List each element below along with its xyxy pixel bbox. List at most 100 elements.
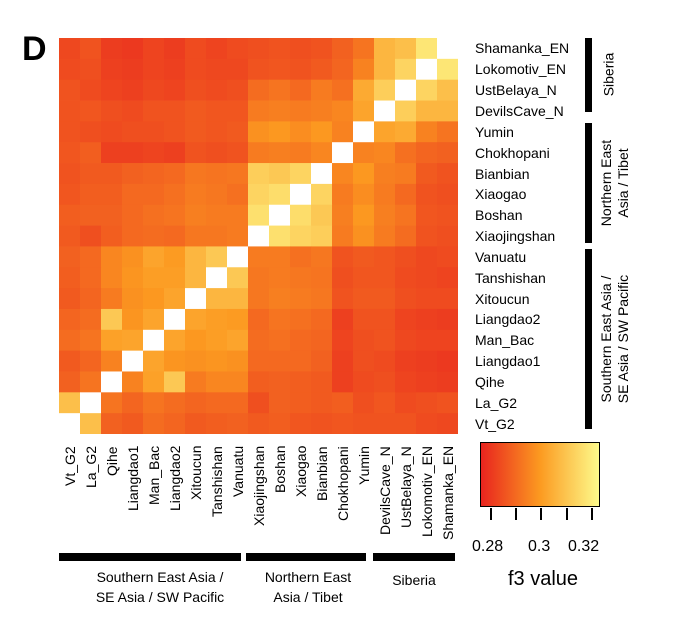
heatmap-cell-Shamanka_EN-Man_Bac	[143, 38, 165, 60]
heatmap-cell-Tanshishan-Vt_G2	[59, 267, 81, 289]
heatmap-cell-Qihe-Xitoucun	[185, 371, 207, 393]
heatmap-cell-Lokomotiv_EN-UstBelaya_N	[395, 58, 417, 81]
legend-title: f3 value	[508, 568, 579, 590]
heatmap-cell-Bianbian-Yumin	[353, 163, 375, 185]
column-label-Vanuatu: Vanuatu	[229, 445, 246, 497]
row-label-Man_Bac: Man_Bac	[475, 332, 535, 349]
heatmap-cell-Shamanka_EN-Xiaogao	[290, 38, 312, 60]
legend-tick-label-0.3: 0.3	[528, 538, 551, 555]
heatmap-cell-Xitoucun-Liangdao2	[164, 288, 186, 310]
heatmap-cell-Bianbian-Lokomotiv_EN	[416, 163, 438, 185]
heatmap-cell-Yumin-Lokomotiv_EN	[416, 121, 438, 143]
heatmap-cell-Xiaojingshan-Man_Bac	[143, 225, 165, 247]
heatmap-cell-Yumin-Shamanka_EN	[437, 121, 458, 143]
heatmap-cell-Tanshishan-UstBelaya_N	[395, 267, 417, 289]
heatmap-cell-Yumin-Tanshishan	[206, 121, 228, 143]
heatmap-cell-Vt_G2-Chokhopani	[332, 413, 354, 434]
heatmap-cell-Lokomotiv_EN-Vanuatu	[227, 58, 249, 81]
heatmap-cell-UstBelaya_N-Liangdao1	[122, 79, 144, 101]
heatmap-cell-La_G2-UstBelaya_N	[395, 392, 417, 414]
heatmap-cell-Vt_G2-Bianbian	[311, 413, 333, 434]
heatmap-cell-Xiaojingshan-Xitoucun	[185, 225, 207, 247]
row-label-Boshan: Boshan	[475, 207, 523, 224]
heatmap-cell-Vt_G2-DevilsCave_N	[374, 413, 396, 434]
heatmap-cell-Liangdao2-La_G2	[80, 308, 102, 331]
heatmap-cell-DevilsCave_N-Liangdao2	[164, 100, 186, 122]
heatmap-cell-UstBelaya_N-Qihe	[101, 79, 123, 101]
heatmap-cell-Chokhopani-Vt_G2	[59, 142, 81, 164]
heatmap-cell-Tanshishan-Shamanka_EN	[437, 267, 458, 289]
heatmap-cell-Liangdao1-Chokhopani	[332, 350, 354, 372]
heatmap-cell-Shamanka_EN-Boshan	[269, 38, 291, 60]
heatmap-cell-Liangdao1-Yumin	[353, 350, 375, 372]
heatmap-cell-La_G2-Tanshishan	[206, 392, 228, 414]
heatmap-cell-Vanuatu-Liangdao2	[164, 246, 186, 268]
heatmap-cell-Boshan-Boshan	[269, 204, 291, 226]
heatmap-cell-Man_Bac-Tanshishan	[206, 329, 228, 352]
heatmap-cell-DevilsCave_N-Vanuatu	[227, 100, 249, 122]
heatmap-cell-Shamanka_EN-Liangdao2	[164, 38, 186, 60]
group-label-siberia-columns: Siberia	[392, 572, 436, 588]
heatmap-cell-Lokomotiv_EN-Yumin	[353, 58, 375, 81]
heatmap-cell-Liangdao1-Xiaogao	[290, 350, 312, 372]
row-label-Tanshishan: Tanshishan	[475, 269, 546, 286]
heatmap-cell-UstBelaya_N-Xiaojingshan	[248, 79, 270, 101]
heatmap-cell-La_G2-Yumin	[353, 392, 375, 414]
heatmap-cell-Xiaojingshan-Yumin	[353, 225, 375, 247]
heatmap-cell-Chokhopani-La_G2	[80, 142, 102, 164]
heatmap-cell-Xiaogao-Man_Bac	[143, 183, 165, 206]
heatmap	[59, 38, 458, 434]
heatmap-cell-Bianbian-Chokhopani	[332, 163, 354, 185]
heatmap-cell-Xitoucun-La_G2	[80, 288, 102, 310]
heatmap-cell-Xitoucun-DevilsCave_N	[374, 288, 396, 310]
heatmap-cell-UstBelaya_N-Yumin	[353, 79, 375, 101]
heatmap-cell-Liangdao1-Man_Bac	[143, 350, 165, 372]
heatmap-cell-Yumin-Bianbian	[311, 121, 333, 143]
group-bar-southern-columns	[59, 553, 241, 561]
heatmap-cell-Qihe-Boshan	[269, 371, 291, 393]
heatmap-cell-Lokomotiv_EN-Shamanka_EN	[437, 58, 458, 81]
heatmap-cell-Shamanka_EN-Qihe	[101, 38, 123, 60]
heatmap-cell-Qihe-La_G2	[80, 371, 102, 393]
group-label-northern-columns: Northern East Asia / Tibet	[264, 569, 352, 605]
legend-tick-mark	[566, 508, 568, 520]
heatmap-cell-Xiaojingshan-Vanuatu	[227, 225, 249, 247]
heatmap-cell-DevilsCave_N-Boshan	[269, 100, 291, 122]
heatmap-cell-Man_Bac-Xiaogao	[290, 329, 312, 352]
heatmap-cell-Vanuatu-Shamanka_EN	[437, 246, 458, 268]
heatmap-cell-Liangdao2-Qihe	[101, 308, 123, 331]
heatmap-cell-Bianbian-Qihe	[101, 163, 123, 185]
heatmap-cell-Lokomotiv_EN-DevilsCave_N	[374, 58, 396, 81]
heatmap-cell-Vanuatu-Xiaojingshan	[248, 246, 270, 268]
heatmap-cell-Xiaojingshan-Tanshishan	[206, 225, 228, 247]
heatmap-cell-Xitoucun-Yumin	[353, 288, 375, 310]
heatmap-cell-Lokomotiv_EN-Tanshishan	[206, 58, 228, 81]
heatmap-cell-UstBelaya_N-La_G2	[80, 79, 102, 101]
heatmap-cell-Lokomotiv_EN-Lokomotiv_EN	[416, 58, 438, 81]
heatmap-cell-Liangdao2-Chokhopani	[332, 308, 354, 331]
heatmap-cell-Liangdao2-Boshan	[269, 308, 291, 331]
column-label-Shamanka_EN: Shamanka_EN	[439, 445, 456, 540]
heatmap-cell-Liangdao1-Tanshishan	[206, 350, 228, 372]
heatmap-cell-Tanshishan-Vanuatu	[227, 267, 249, 289]
column-label-Vt_G2: Vt_G2	[61, 446, 78, 486]
heatmap-cell-Tanshishan-Yumin	[353, 267, 375, 289]
heatmap-cell-Vanuatu-Xitoucun	[185, 246, 207, 268]
heatmap-cell-Man_Bac-Liangdao1	[122, 329, 144, 352]
heatmap-cell-Liangdao2-Vt_G2	[59, 308, 81, 331]
row-label-Yumin: Yumin	[475, 123, 514, 140]
heatmap-cell-DevilsCave_N-UstBelaya_N	[395, 100, 417, 122]
heatmap-cell-Xiaogao-Yumin	[353, 183, 375, 206]
heatmap-cell-Vanuatu-Xiaogao	[290, 246, 312, 268]
heatmap-cell-DevilsCave_N-Yumin	[353, 100, 375, 122]
heatmap-cell-Man_Bac-Xiaojingshan	[248, 329, 270, 352]
heatmap-cell-Liangdao1-La_G2	[80, 350, 102, 372]
heatmap-cell-Bianbian-Xiaojingshan	[248, 163, 270, 185]
legend-tick-mark	[515, 508, 517, 520]
heatmap-cell-Vanuatu-Qihe	[101, 246, 123, 268]
heatmap-cell-Bianbian-UstBelaya_N	[395, 163, 417, 185]
group-bar-siberia-rows	[585, 38, 592, 112]
column-label-Xiaogao: Xiaogao	[292, 445, 309, 497]
heatmap-cell-Vanuatu-Bianbian	[311, 246, 333, 268]
heatmap-cell-Vt_G2-Shamanka_EN	[437, 413, 458, 434]
